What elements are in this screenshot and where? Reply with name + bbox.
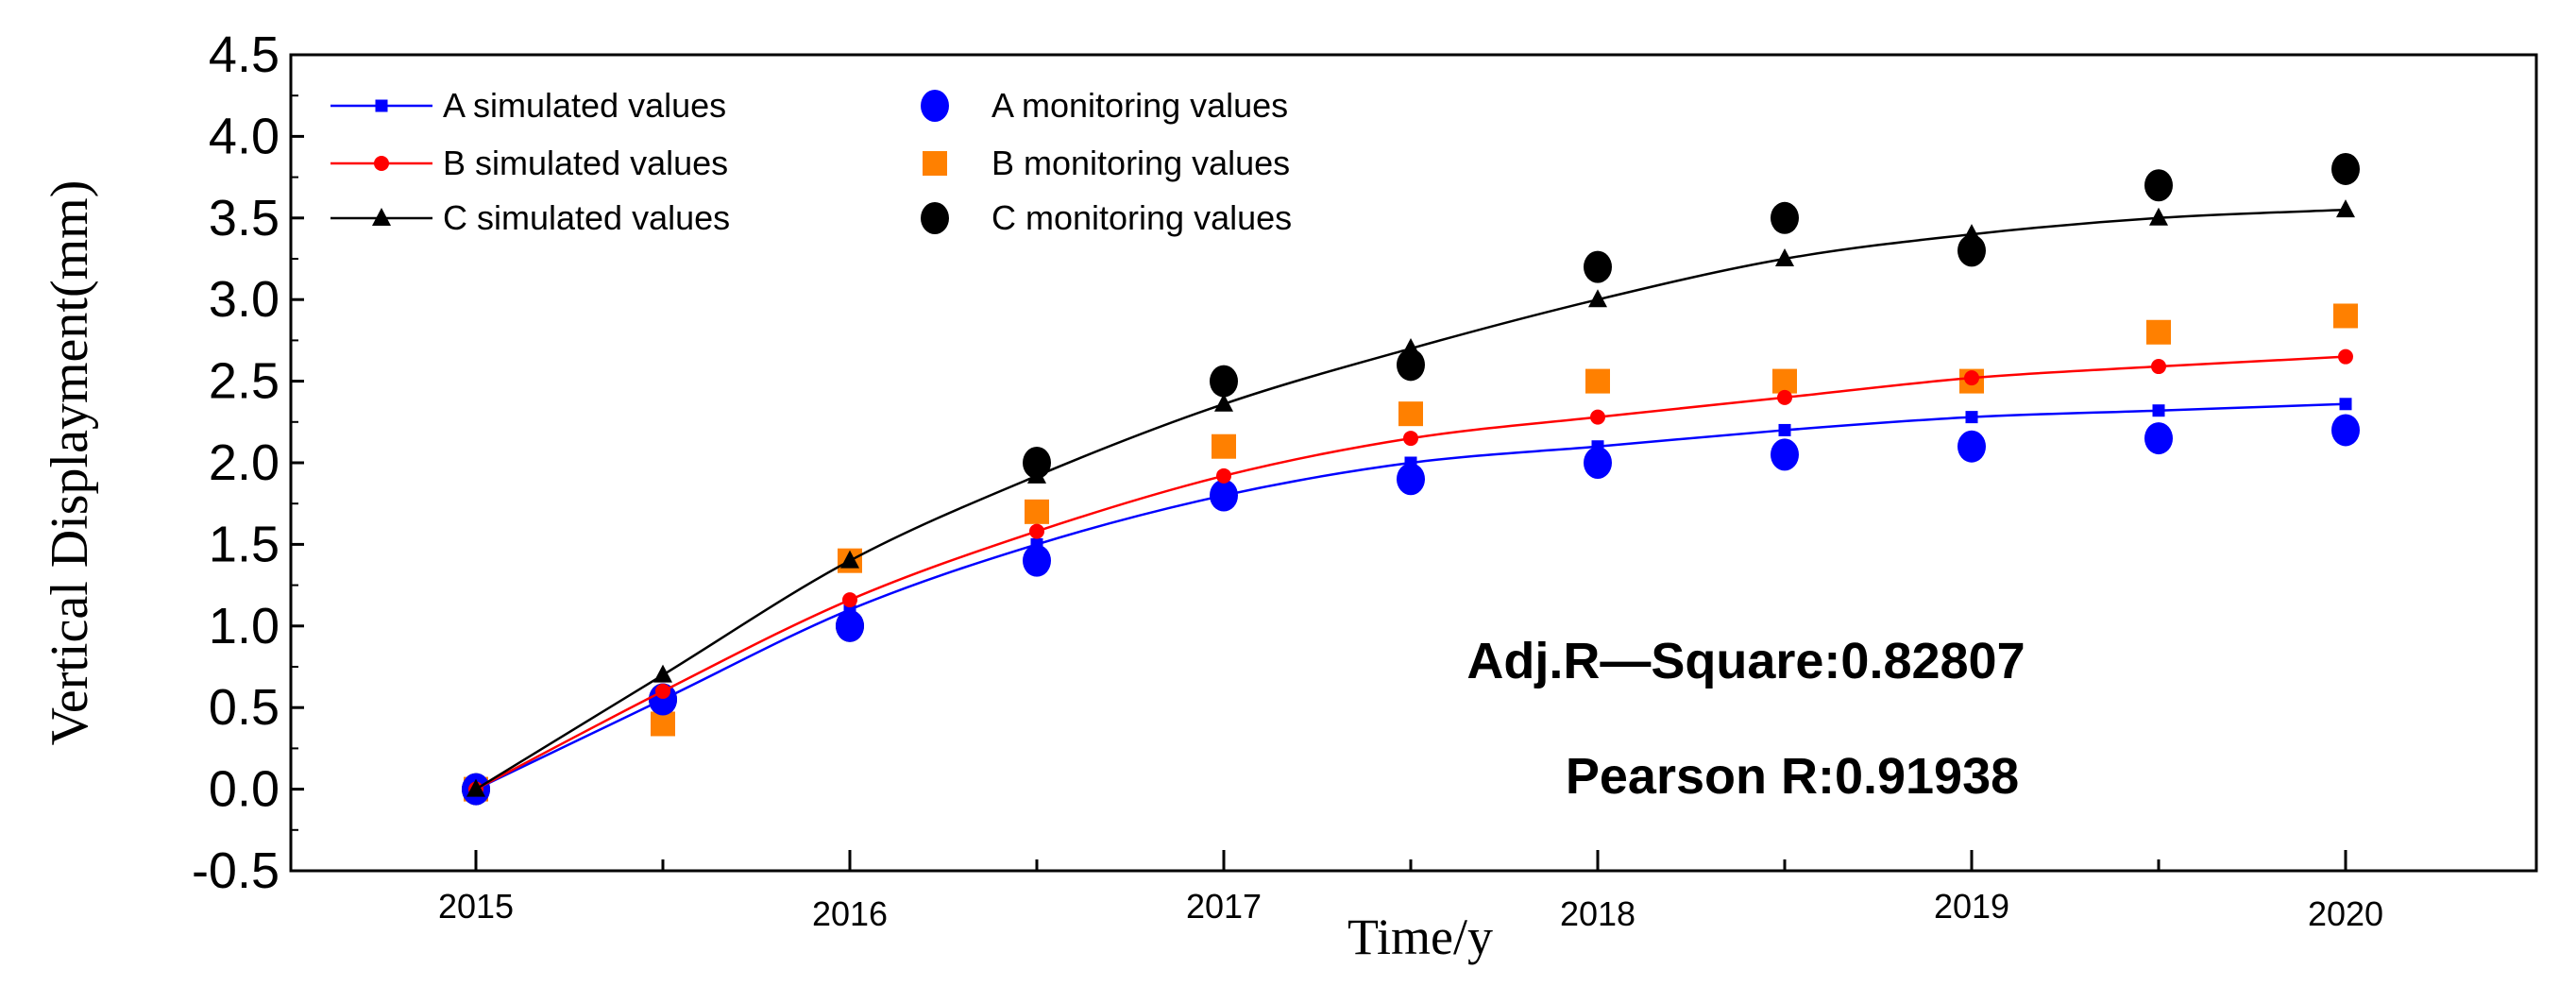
x-axis-label: Time/y <box>1347 909 1493 965</box>
series-line <box>475 208 2347 790</box>
y-tick-label: 0.5 <box>209 679 280 736</box>
series-marker <box>2336 199 2355 218</box>
y-tick-label: 1.0 <box>209 598 280 654</box>
series-marker <box>1214 393 1233 412</box>
data-point <box>651 711 675 737</box>
data-point <box>1584 250 1612 283</box>
series-marker <box>466 778 485 797</box>
series-marker <box>840 550 859 569</box>
data-point <box>2333 303 2358 329</box>
y-tick-label: 4.0 <box>209 108 280 164</box>
y-tick-label: 1.5 <box>209 516 280 572</box>
annotation-pearson-r: Pearson R:0.91938 <box>1566 748 2019 805</box>
y-tick-label: 3.5 <box>209 190 280 246</box>
series-marker <box>2339 398 2352 411</box>
data-point <box>1210 365 1238 398</box>
series-marker <box>1965 411 1978 424</box>
x-tick-label: 2015 <box>438 887 514 926</box>
series-marker <box>1404 456 1417 469</box>
annotation-adj-r-square: Adj.R—Square:0.82807 <box>1466 633 2025 689</box>
y-tick-label: -0.5 <box>192 842 280 899</box>
series-marker <box>1775 248 1794 266</box>
legend-label: A monitoring values <box>991 86 1288 125</box>
series-marker <box>1964 370 1979 386</box>
legend-label: B simulated values <box>443 144 728 182</box>
x-tick-label: 2019 <box>1934 887 2009 926</box>
series-marker <box>1777 389 1792 405</box>
data-point <box>1584 447 1612 479</box>
series-marker <box>1217 489 1230 502</box>
data-point <box>1585 368 1610 394</box>
series-marker <box>2338 348 2353 365</box>
series-marker <box>1588 289 1607 308</box>
y-tick-label: 2.0 <box>209 434 280 491</box>
series-marker <box>653 664 672 683</box>
data-point <box>1023 544 1051 577</box>
y-axis-label: Vertical Displayment(mm) <box>41 180 99 746</box>
legend-marker <box>921 90 949 122</box>
x-tick-label: 2016 <box>812 894 888 933</box>
legend-marker <box>374 156 389 171</box>
series-marker <box>1962 224 1981 243</box>
data-point <box>2331 414 2360 447</box>
series-marker <box>2151 359 2166 375</box>
series-marker <box>655 683 670 699</box>
series-marker <box>2152 404 2165 417</box>
legend-marker <box>923 151 947 176</box>
data-point <box>2146 319 2171 345</box>
series-marker <box>1591 440 1604 453</box>
y-tick-label: 3.0 <box>209 271 280 328</box>
data-point <box>2144 422 2173 455</box>
legend-label: C simulated values <box>443 198 730 237</box>
series-marker <box>1027 465 1046 484</box>
x-tick-label: 2020 <box>2308 894 2383 933</box>
data-point <box>1957 234 1986 267</box>
series-marker <box>1778 423 1791 436</box>
legend-label: B monitoring values <box>991 144 1290 182</box>
series-marker <box>842 592 857 608</box>
legend-marker <box>921 202 949 234</box>
legend-label: C monitoring values <box>991 198 1292 237</box>
series-marker <box>1216 468 1231 484</box>
series-marker <box>1590 409 1605 425</box>
data-point <box>1023 447 1051 479</box>
y-tick-label: 4.5 <box>209 26 280 83</box>
data-point <box>1025 499 1049 524</box>
x-tick-label: 2017 <box>1186 887 1262 926</box>
legend-marker <box>375 99 388 112</box>
x-tick-label: 2018 <box>1560 894 1635 933</box>
legend-label: A simulated values <box>443 86 726 125</box>
series-marker <box>1029 523 1044 539</box>
series-marker <box>1403 431 1418 447</box>
data-point <box>2144 169 2173 202</box>
data-point <box>1397 463 1425 496</box>
series-marker <box>2149 207 2168 226</box>
data-point <box>1771 201 1799 234</box>
y-tick-label: 0.0 <box>209 761 280 818</box>
series-marker <box>1030 537 1043 551</box>
data-point <box>1212 434 1236 459</box>
legend-marker <box>372 208 391 226</box>
data-point <box>836 609 864 642</box>
data-point <box>2331 152 2360 185</box>
series-marker <box>1401 338 1420 357</box>
data-point <box>1398 401 1423 427</box>
data-point <box>1957 430 1986 463</box>
data-point <box>1397 348 1425 382</box>
data-point <box>1772 368 1797 394</box>
data-point <box>1771 438 1799 471</box>
y-tick-label: 2.5 <box>209 353 280 410</box>
